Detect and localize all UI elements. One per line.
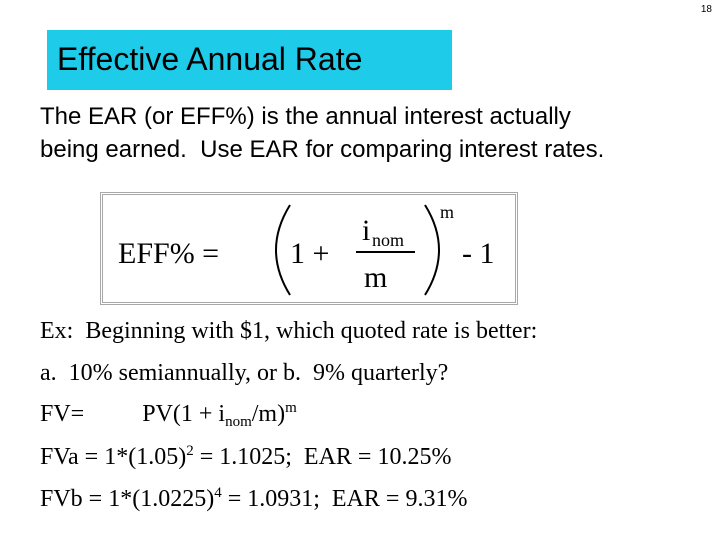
intro-line: being earned. Use EAR for comparing inte… (40, 136, 605, 163)
superscript: m (285, 400, 297, 416)
text: FVb = 1*(1.0225) (40, 486, 215, 512)
paren (275, 204, 291, 296)
text: Ex: Beginning with $1, which quoted rate… (40, 318, 538, 344)
formula-box (100, 192, 518, 305)
title-box: Effective Annual Rate (47, 30, 452, 90)
exponent: m (440, 202, 454, 222)
subscript: nom (225, 414, 252, 430)
denominator: m (364, 261, 387, 294)
example-line: FV= PV(1 + inom/m)m (40, 400, 297, 431)
text: = 1.0931; EAR = 9.31% (221, 486, 468, 512)
example-line: FVa = 1*(1.05)2 = 1.1025; EAR = 10.25% (40, 443, 451, 471)
page-number: 18 (700, 4, 712, 15)
example-line: FVb = 1*(1.0225)4 = 1.0931; EAR = 9.31% (40, 485, 467, 513)
numerator-sub: nom (372, 230, 404, 250)
text: /m) (251, 401, 286, 427)
text: PV(1 + i (142, 401, 226, 427)
numerator: i (362, 214, 370, 247)
text: FV= (40, 401, 85, 427)
title: Effective Annual Rate (57, 41, 363, 77)
formula-inner: 1 + (290, 237, 329, 270)
paren (424, 204, 440, 296)
superscript: 2 (186, 443, 194, 459)
formula-lhs: EFF% = (118, 237, 219, 270)
superscript: 4 (214, 485, 222, 501)
text: FVa = 1*(1.05) (40, 444, 187, 470)
intro-line: The EAR (or EFF%) is the annual interest… (40, 103, 571, 130)
example-line: Ex: Beginning with $1, which quoted rate… (40, 318, 537, 345)
text: a. 10% semiannually, or b. 9% quarterly? (40, 360, 449, 386)
text: = 1.1025; EAR = 10.25% (193, 444, 452, 470)
example-line: a. 10% semiannually, or b. 9% quarterly? (40, 360, 448, 387)
formula-tail: - 1 (462, 237, 495, 270)
